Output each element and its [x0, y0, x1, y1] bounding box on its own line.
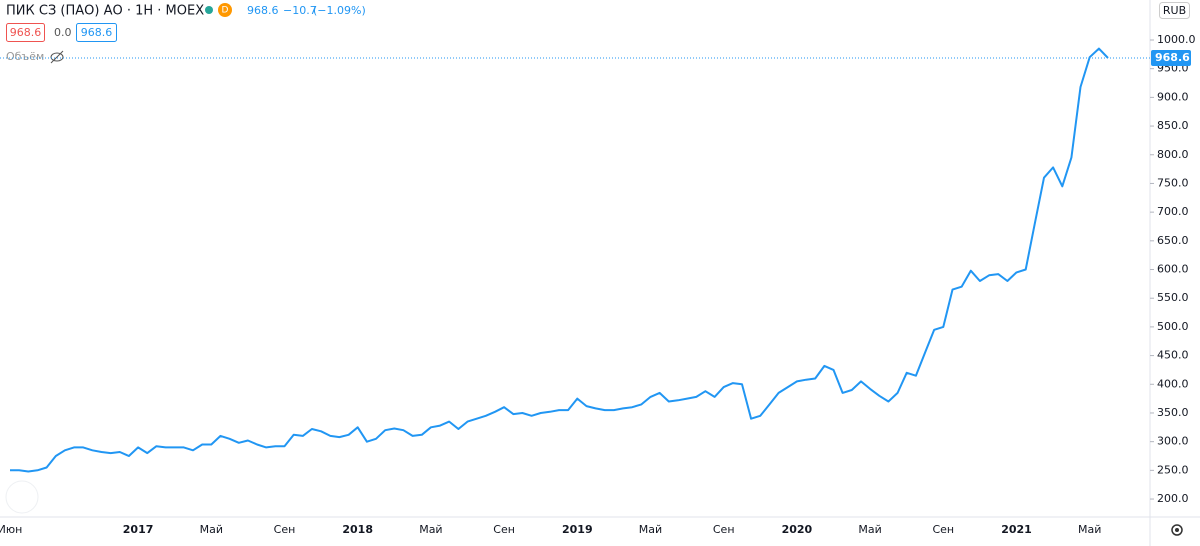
volume-label: Объём — [6, 50, 44, 63]
y-tick-label: 500.0 — [1157, 320, 1189, 333]
bid-box[interactable] — [6, 23, 45, 42]
last-price: 968.6 — [247, 4, 279, 17]
x-tick-label: Май — [1078, 523, 1101, 536]
y-tick-label: 250.0 — [1157, 463, 1189, 476]
badge-bg — [218, 3, 232, 17]
bid[interactable]: 968.6 — [10, 26, 42, 39]
logo-circle — [5, 480, 39, 514]
ask-box[interactable] — [76, 23, 117, 42]
x-tick-label: Май — [419, 523, 442, 536]
y-tick-label: 450.0 — [1157, 349, 1189, 362]
badge: D — [222, 6, 229, 16]
y-tick-label: 550.0 — [1157, 291, 1189, 304]
x-tick-label: Сен — [932, 523, 954, 536]
spread: 0.0 — [54, 26, 72, 39]
x-tick-label: Май — [200, 523, 223, 536]
symbol-title: ПИК СЗ (ПАО) АО · 1Н · MOEX — [6, 4, 204, 19]
x-tick-label: 2021 — [1001, 523, 1032, 536]
price-line — [10, 47, 1109, 473]
x-tick-label: Сен — [713, 523, 735, 536]
hide-icon[interactable] — [50, 50, 64, 64]
change: −10.7 — [283, 4, 317, 17]
y-tick-label: 200.0 — [1157, 492, 1189, 505]
y-tick-label: 400.0 — [1157, 377, 1189, 390]
x-tick-label: 2020 — [782, 523, 813, 536]
y-tick-label: 900.0 — [1157, 90, 1189, 103]
x-tick-label: Май — [639, 523, 662, 536]
last-price-label: 968.6 — [1155, 51, 1190, 64]
y-tick-label: 750.0 — [1157, 176, 1189, 189]
x-tick-label: Сен — [493, 523, 515, 536]
x-tick-label: 2017 — [123, 523, 154, 536]
currency-box[interactable] — [1159, 2, 1190, 19]
y-tick-label: 650.0 — [1157, 234, 1189, 247]
y-tick-label: 800.0 — [1157, 148, 1189, 161]
change-pct: (−1.09%) — [313, 4, 366, 17]
y-tick-label: 700.0 — [1157, 205, 1189, 218]
x-tick-label: Май — [858, 523, 881, 536]
x-tick-label: Сен — [274, 523, 296, 536]
x-tick-label: Июн — [0, 523, 22, 536]
status-dot — [205, 6, 213, 14]
y-tick-label: 600.0 — [1157, 263, 1189, 276]
x-tick-label: 2019 — [562, 523, 593, 536]
last-price-tag — [1151, 50, 1191, 67]
settings-icon[interactable] — [1171, 524, 1183, 536]
y-tick-label: 850.0 — [1157, 119, 1189, 132]
y-tick-label: 300.0 — [1157, 435, 1189, 448]
x-tick-label: 2018 — [342, 523, 373, 536]
ask[interactable]: 968.6 — [81, 26, 113, 39]
y-tick-label: 1000.0 — [1157, 33, 1196, 46]
y-tick-label: 350.0 — [1157, 406, 1189, 419]
currency[interactable]: RUB — [1163, 4, 1186, 17]
